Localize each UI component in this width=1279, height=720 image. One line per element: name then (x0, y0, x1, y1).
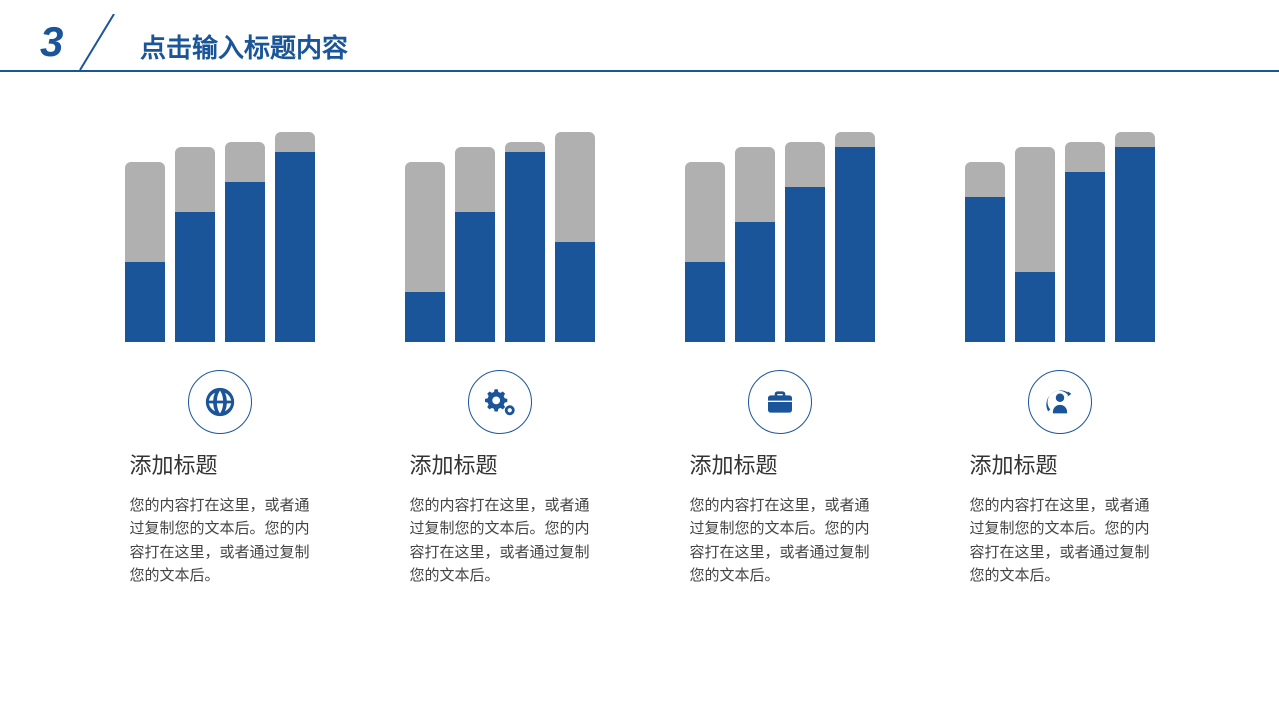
bar (555, 132, 595, 342)
briefcase-icon (748, 370, 812, 434)
bar (1115, 132, 1155, 342)
bar-value (405, 292, 445, 342)
card-title: 添加标题 (390, 448, 610, 480)
bar-value (735, 222, 775, 342)
bar (175, 147, 215, 342)
bar-value (455, 212, 495, 342)
bar (685, 162, 725, 342)
column-2: 添加标题您的内容打在这里，或者通过复制您的文本后。您的内容打在这里，或者通过复制… (390, 132, 610, 587)
bar-value (685, 262, 725, 342)
bar (505, 142, 545, 342)
card-title: 添加标题 (670, 448, 890, 480)
card-title: 添加标题 (110, 448, 330, 480)
bar-value (175, 212, 215, 342)
bar-value (965, 197, 1005, 342)
slash-divider-icon (74, 14, 124, 70)
bar-value (1115, 147, 1155, 342)
bar (965, 162, 1005, 342)
bar (125, 162, 165, 342)
bar-value (225, 182, 265, 342)
slide-header: 3 点击输入标题内容 (0, 0, 1279, 72)
column-3: 添加标题您的内容打在这里，或者通过复制您的文本后。您的内容打在这里，或者通过复制… (670, 132, 890, 587)
bar-value (275, 152, 315, 342)
bar-value (785, 187, 825, 342)
content-grid: 添加标题您的内容打在这里，或者通过复制您的文本后。您的内容打在这里，或者通过复制… (0, 132, 1279, 587)
column-1: 添加标题您的内容打在这里，或者通过复制您的文本后。您的内容打在这里，或者通过复制… (110, 132, 330, 587)
card-title: 添加标题 (950, 448, 1170, 480)
bar (1065, 142, 1105, 342)
bar (735, 147, 775, 342)
section-number: 3 (40, 18, 62, 66)
bar-chart (120, 132, 320, 342)
bar (455, 147, 495, 342)
bar-value (555, 242, 595, 342)
bar (275, 132, 315, 342)
bar (225, 142, 265, 342)
bar-value (125, 262, 165, 342)
card-body: 您的内容打在这里，或者通过复制您的文本后。您的内容打在这里，或者通过复制您的文本… (390, 494, 610, 587)
column-4: 添加标题您的内容打在这里，或者通过复制您的文本后。您的内容打在这里，或者通过复制… (950, 132, 1170, 587)
page-title: 点击输入标题内容 (140, 28, 348, 65)
bar-chart (680, 132, 880, 342)
bar (405, 162, 445, 342)
bar-value (505, 152, 545, 342)
bar-chart (960, 132, 1160, 342)
bar-value (835, 147, 875, 342)
bar-chart (400, 132, 600, 342)
card-body: 您的内容打在这里，或者通过复制您的文本后。您的内容打在这里，或者通过复制您的文本… (950, 494, 1170, 587)
gears-icon (468, 370, 532, 434)
bar (835, 132, 875, 342)
card-body: 您的内容打在这里，或者通过复制您的文本后。您的内容打在这里，或者通过复制您的文本… (110, 494, 330, 587)
bar-value (1065, 172, 1105, 342)
bar-value (1015, 272, 1055, 342)
bar (1015, 147, 1055, 342)
globe-icon (188, 370, 252, 434)
bar (785, 142, 825, 342)
person-arrow-icon (1028, 370, 1092, 434)
card-body: 您的内容打在这里，或者通过复制您的文本后。您的内容打在这里，或者通过复制您的文本… (670, 494, 890, 587)
